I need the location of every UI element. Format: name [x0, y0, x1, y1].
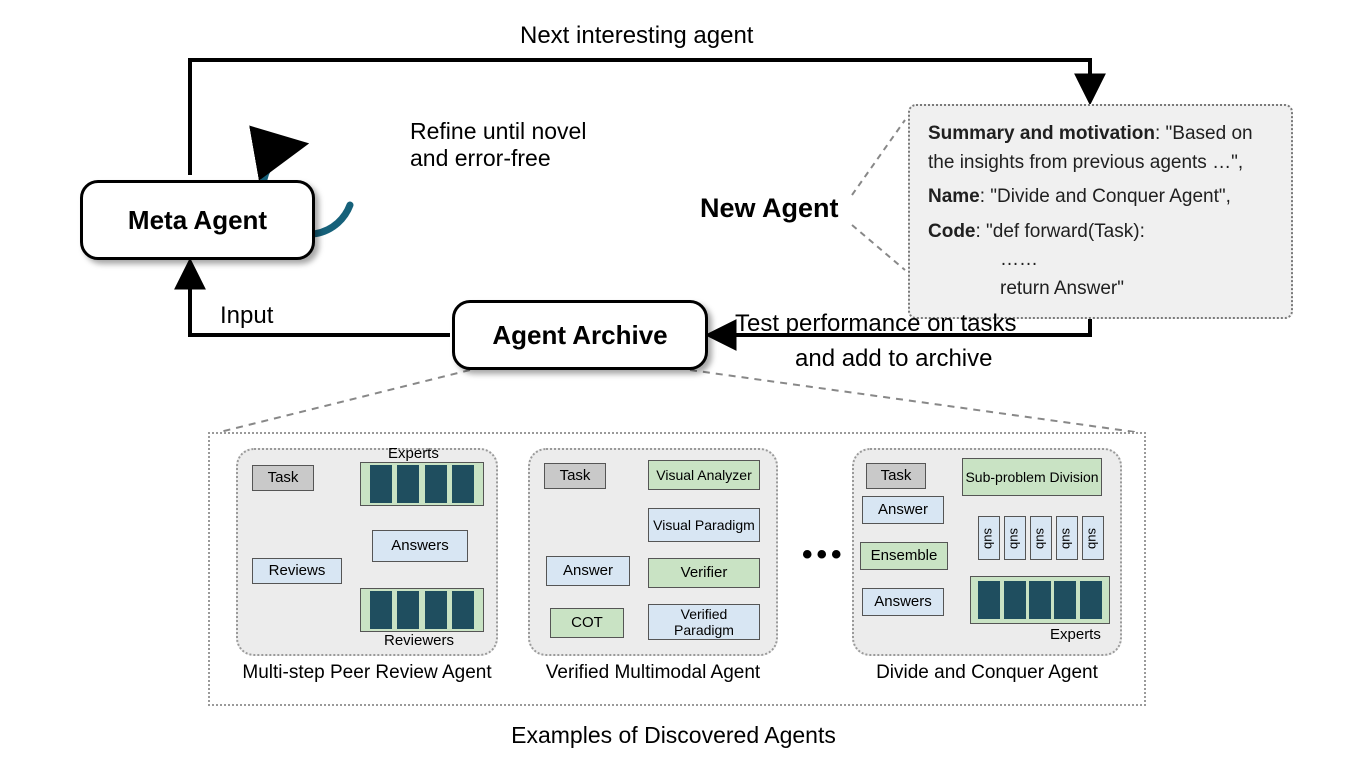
test-label-2: and add to archive: [795, 345, 992, 373]
b-task: Task: [544, 463, 606, 489]
a-experts-label: Experts: [388, 445, 439, 462]
c-task: Task: [866, 463, 926, 489]
na-code: Code: "def forward(Task):: [928, 218, 1273, 247]
c-sub-5: sub: [1082, 516, 1104, 560]
meta-agent-node: Meta Agent: [80, 180, 315, 260]
b-visual-analyzer: Visual Analyzer: [648, 460, 760, 490]
c-experts-rail: [970, 576, 1110, 624]
b-answer: Answer: [546, 556, 630, 586]
meta-agent-text: Meta Agent: [128, 205, 267, 236]
c-sub-1: sub: [978, 516, 1000, 560]
a-caption: Multi-step Peer Review Agent: [236, 662, 498, 684]
na-name-label: Name: [928, 186, 980, 207]
c-experts-label: Experts: [1050, 626, 1101, 643]
test-label-1: Test performance on tasks: [735, 310, 1016, 338]
a-reviewers-label: Reviewers: [384, 632, 454, 649]
agent-archive-node: Agent Archive: [452, 300, 708, 370]
a-task: Task: [252, 465, 314, 491]
input-label: Input: [220, 302, 273, 330]
new-agent-box: Summary and motivation: "Based on the in…: [908, 104, 1293, 319]
b-verified-paradigm: Verified Paradigm: [648, 604, 760, 640]
na-code-body1: ……: [928, 246, 1273, 275]
na-code-text: : "def forward(Task):: [976, 221, 1145, 242]
a-answers: Answers: [372, 530, 468, 562]
c-sub-2: sub: [1004, 516, 1026, 560]
c-answers: Answers: [862, 588, 944, 616]
examples-caption: Examples of Discovered Agents: [0, 722, 1347, 749]
c-caption: Divide and Conquer Agent: [852, 662, 1122, 684]
na-code-label: Code: [928, 221, 976, 242]
b-visual-paradigm: Visual Paradigm: [648, 508, 760, 542]
na-name-text: : "Divide and Conquer Agent",: [980, 186, 1231, 207]
c-answer: Answer: [862, 496, 944, 524]
na-summary-label: Summary and motivation: [928, 123, 1155, 144]
agent-archive-text: Agent Archive: [492, 320, 667, 351]
na-code-body2: return Answer": [928, 275, 1273, 304]
new-agent-heading: New Agent: [700, 193, 839, 224]
c-sub-4: sub: [1056, 516, 1078, 560]
ellipsis: •••: [802, 538, 846, 572]
refine-label: Refine until novel and error-free: [410, 118, 586, 172]
a-reviewers-rail: [360, 588, 484, 632]
a-reviews: Reviews: [252, 558, 342, 584]
a-experts-rail: [360, 462, 484, 506]
top-edge-label: Next interesting agent: [520, 22, 753, 50]
b-caption: Verified Multimodal Agent: [528, 662, 778, 684]
c-ensemble: Ensemble: [860, 542, 948, 570]
na-name: Name: "Divide and Conquer Agent",: [928, 183, 1273, 212]
na-summary: Summary and motivation: "Based on the in…: [928, 120, 1273, 177]
b-verifier: Verifier: [648, 558, 760, 588]
c-sub-3: sub: [1030, 516, 1052, 560]
c-spd: Sub-problem Division: [962, 458, 1102, 496]
b-cot: COT: [550, 608, 624, 638]
